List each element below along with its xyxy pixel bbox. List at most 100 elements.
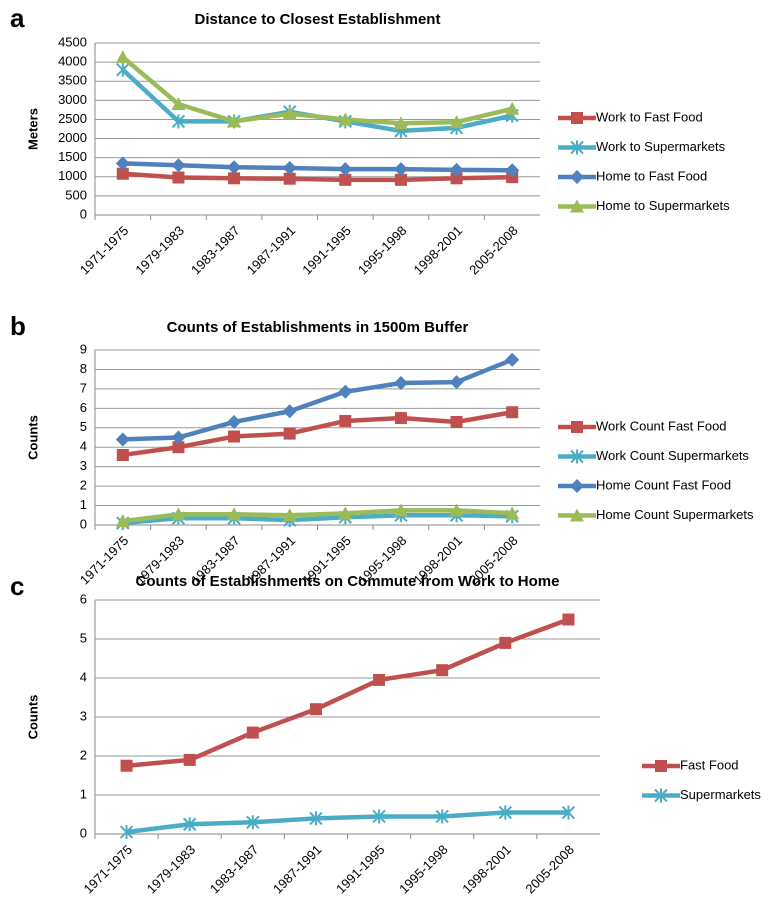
legend-label: Work to Fast Food <box>596 109 703 124</box>
marker <box>436 664 449 677</box>
x-tick-label: 2005-2008 <box>522 842 577 897</box>
x-tick-label: 1971-1975 <box>77 223 132 278</box>
marker <box>561 805 576 820</box>
marker <box>115 514 130 528</box>
series-line <box>121 55 513 126</box>
series-line <box>122 161 513 173</box>
marker <box>119 825 134 840</box>
marker <box>339 173 352 186</box>
marker <box>171 158 186 173</box>
y-tick-label: 4500 <box>58 34 87 49</box>
marker <box>246 726 259 739</box>
y-tick-label: 0 <box>80 516 87 531</box>
marker <box>570 170 584 184</box>
y-axis-label: Counts <box>25 415 40 460</box>
legend-label: Home Count Supermarkets <box>596 507 754 522</box>
x-tick-label: 2005-2008 <box>466 223 521 278</box>
series-line <box>122 357 514 442</box>
marker <box>338 162 353 177</box>
marker <box>115 156 130 171</box>
marker <box>282 160 297 175</box>
y-tick-label: 3 <box>80 708 87 723</box>
marker <box>654 788 668 803</box>
marker <box>283 172 296 185</box>
x-tick-label: 1987-1991 <box>244 223 299 278</box>
x-tick-label: 1991-1995 <box>333 842 388 897</box>
series-line <box>122 513 513 526</box>
chart-title: Counts of Establishments in 1500m Buffer <box>167 319 469 336</box>
marker <box>171 430 186 445</box>
y-tick-label: 0 <box>80 206 87 221</box>
marker <box>449 503 464 517</box>
marker <box>338 112 353 126</box>
y-tick-label: 1500 <box>58 149 87 164</box>
y-tick-label: 1 <box>80 786 87 801</box>
y-tick-label: 4 <box>80 439 87 454</box>
legend-label: Work Count Supermarkets <box>596 448 749 463</box>
marker <box>227 507 242 521</box>
y-tick-label: 2 <box>80 478 87 493</box>
marker <box>182 817 197 832</box>
marker <box>450 172 463 185</box>
marker <box>499 636 512 649</box>
marker <box>505 352 520 367</box>
legend-label: Home to Fast Food <box>596 168 707 183</box>
y-tick-label: 3 <box>80 458 87 473</box>
marker <box>449 375 464 390</box>
panel-label: a <box>10 3 25 33</box>
x-tick-label: 1983-1987 <box>207 842 262 897</box>
x-tick-label: 1971-1975 <box>77 533 132 588</box>
y-tick-label: 5 <box>80 419 87 434</box>
marker <box>570 449 584 464</box>
marker <box>171 97 186 111</box>
marker <box>309 811 323 826</box>
marker <box>505 163 520 178</box>
chart-title: Counts of Establishments on Commute from… <box>136 573 560 590</box>
series-line <box>122 171 513 183</box>
marker <box>505 101 520 115</box>
x-tick-label: 1998-2001 <box>459 842 514 897</box>
marker <box>172 441 185 454</box>
marker <box>506 406 519 419</box>
x-tick-label: 1995-1998 <box>355 223 410 278</box>
marker <box>435 809 449 824</box>
y-tick-label: 2000 <box>58 130 87 145</box>
series-line <box>126 810 569 835</box>
legend-label: Home Count Fast Food <box>596 477 731 492</box>
x-tick-label: 1995-1998 <box>396 842 451 897</box>
marker <box>570 508 584 522</box>
marker <box>571 112 583 124</box>
marker <box>570 140 584 155</box>
chart-title: Distance to Closest Establishment <box>195 11 441 28</box>
y-tick-label: 7 <box>80 380 87 395</box>
y-tick-label: 3000 <box>58 92 87 107</box>
legend-label: Home to Supermarkets <box>596 198 730 213</box>
y-tick-label: 9 <box>80 341 87 356</box>
legend-label: Work Count Fast Food <box>596 418 727 433</box>
marker <box>283 427 296 440</box>
y-tick-label: 1000 <box>58 168 87 183</box>
y-tick-label: 5 <box>80 630 87 645</box>
marker <box>562 613 575 626</box>
marker <box>183 753 196 766</box>
marker <box>171 114 186 129</box>
marker <box>338 384 353 399</box>
marker <box>228 430 241 443</box>
marker <box>282 106 297 120</box>
y-tick-label: 4 <box>80 669 87 684</box>
x-tick-label: 1979-1983 <box>132 223 187 278</box>
legend-label: Work to Supermarkets <box>596 139 726 154</box>
series-line <box>122 410 513 458</box>
chart: b Counts of Establishments in 1500m Buffe… <box>10 311 754 588</box>
marker <box>116 449 129 461</box>
x-tick-label: 1998-2001 <box>411 223 466 278</box>
marker <box>115 432 130 447</box>
marker <box>172 171 185 184</box>
marker <box>227 414 242 429</box>
marker <box>393 162 408 177</box>
y-tick-label: 3500 <box>58 73 87 88</box>
marker <box>450 415 463 428</box>
marker <box>393 503 408 517</box>
y-tick-label: 1 <box>80 497 87 512</box>
